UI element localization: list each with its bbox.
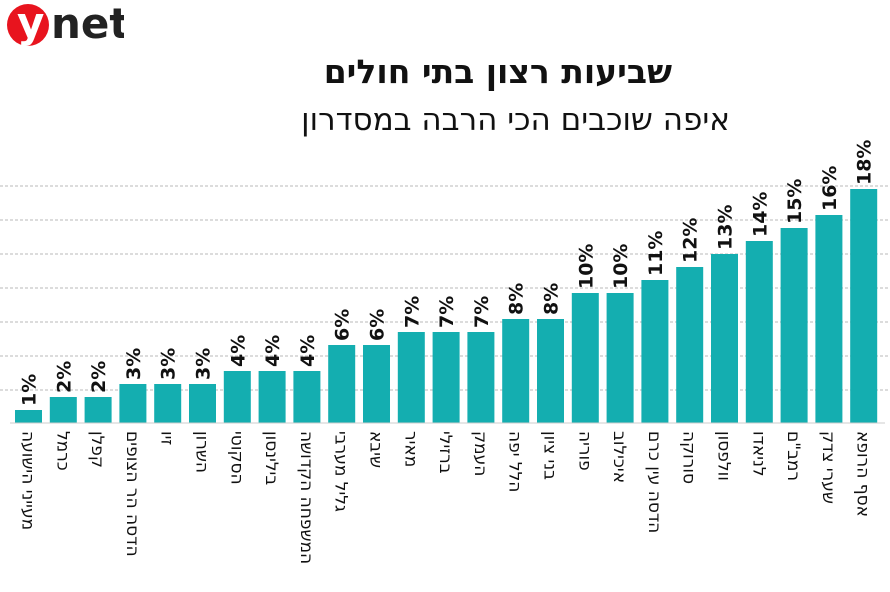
- bar: [154, 384, 182, 423]
- value-label: 18%: [854, 140, 876, 185]
- category-label: הדסה הר הצופים: [122, 431, 142, 557]
- category-label: איכילוב: [609, 431, 629, 483]
- bar: [780, 228, 808, 423]
- bar: [258, 371, 286, 423]
- category-label: הדסה עין כרם: [644, 431, 664, 533]
- category-label: ברזילי: [435, 431, 455, 474]
- value-label: 3%: [193, 348, 215, 380]
- bar: [502, 319, 530, 423]
- category-label: שיבא: [366, 431, 386, 468]
- bar: [745, 241, 773, 423]
- category-label: הלל יפה: [505, 431, 525, 492]
- bar: [363, 345, 390, 423]
- category-label: בני ציון: [540, 431, 560, 480]
- value-label: 14%: [749, 192, 771, 237]
- value-label: 15%: [784, 179, 806, 224]
- category-label: זיו: [157, 431, 177, 445]
- value-label: 10%: [610, 244, 632, 289]
- value-label: 6%: [367, 309, 389, 341]
- category-label: כרמל: [52, 431, 72, 471]
- chart-subtitle: איפה שוכבים הכי הרבה במסדרון: [301, 102, 730, 138]
- category-label: מעייני הישועה: [18, 431, 38, 530]
- category-label: השרון: [192, 431, 212, 473]
- value-label: 3%: [123, 348, 145, 380]
- bar: [223, 371, 251, 423]
- category-label: לניאדו: [748, 431, 768, 477]
- value-label: 2%: [53, 361, 75, 393]
- value-label: 7%: [436, 296, 458, 328]
- ynet-logo: y net: [7, 0, 124, 48]
- value-label: 16%: [819, 166, 841, 211]
- value-label: 7%: [471, 296, 493, 328]
- category-label: שערי צדק: [818, 431, 838, 504]
- chart-title: שביעות רצון בתי חולים: [323, 52, 672, 91]
- bar: [467, 332, 495, 423]
- category-label: העמק: [470, 431, 490, 476]
- value-label: 12%: [680, 218, 702, 263]
- category-label: בילינסון: [261, 431, 281, 485]
- bar: [606, 293, 634, 423]
- value-label: 6%: [332, 309, 354, 341]
- value-label: 4%: [297, 335, 319, 367]
- category-label: קפלן: [87, 431, 107, 468]
- bar: [15, 410, 42, 423]
- category-label: רמב"ם: [783, 431, 803, 481]
- category-label: הסקוטי: [226, 431, 246, 485]
- value-label: 10%: [575, 244, 597, 289]
- value-label: 11%: [645, 231, 667, 276]
- logo-circle: [7, 4, 49, 46]
- bar: [84, 397, 112, 423]
- category-label: גליל מערבי: [331, 431, 351, 512]
- bar: [397, 332, 425, 423]
- category-label: מאיר: [400, 431, 420, 467]
- value-label: 8%: [541, 283, 563, 315]
- category-label: פוריה: [574, 431, 594, 471]
- bar: [119, 384, 147, 423]
- logo-net: net: [51, 0, 124, 48]
- bar: [293, 371, 321, 423]
- category-label: סורוקה: [679, 431, 699, 484]
- value-label: 2%: [88, 361, 110, 393]
- bar: [189, 384, 216, 423]
- value-label: 4%: [262, 335, 284, 367]
- bar: [571, 293, 599, 423]
- bar: [432, 332, 460, 423]
- bar: [49, 397, 77, 423]
- bar: [850, 189, 878, 423]
- bar: [328, 345, 356, 423]
- logo-y: y: [17, 0, 44, 47]
- category-label: וולפסון: [714, 431, 734, 481]
- value-label: 1%: [19, 374, 41, 406]
- value-label: 8%: [506, 283, 528, 315]
- bar: [676, 267, 704, 423]
- bar: [641, 280, 669, 423]
- value-label: 7%: [401, 296, 423, 328]
- value-label: 13%: [715, 205, 737, 250]
- category-label: המשפחה הקדושה: [296, 431, 316, 564]
- value-label: 3%: [158, 348, 180, 380]
- category-label: אסף הרופא: [853, 431, 873, 517]
- bar: [711, 254, 738, 423]
- bar: [537, 319, 564, 423]
- value-label: 4%: [227, 335, 249, 367]
- bar: [815, 215, 843, 423]
